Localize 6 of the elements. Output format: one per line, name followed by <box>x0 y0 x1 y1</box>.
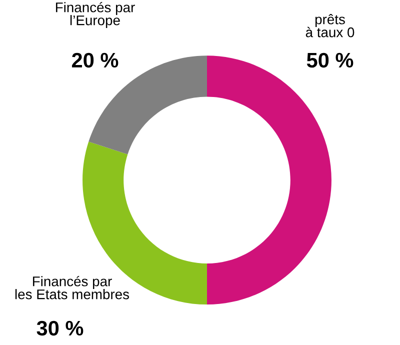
slice-label: Financés par les Etats membres <box>15 276 130 300</box>
data-label: 20 % <box>72 52 118 68</box>
slice-label: prêts à taux 0 <box>306 14 354 38</box>
data-label: 30 % <box>36 320 84 336</box>
data-label: 50 % <box>306 52 354 68</box>
slice-label: Financés par l’Europe <box>56 2 135 28</box>
